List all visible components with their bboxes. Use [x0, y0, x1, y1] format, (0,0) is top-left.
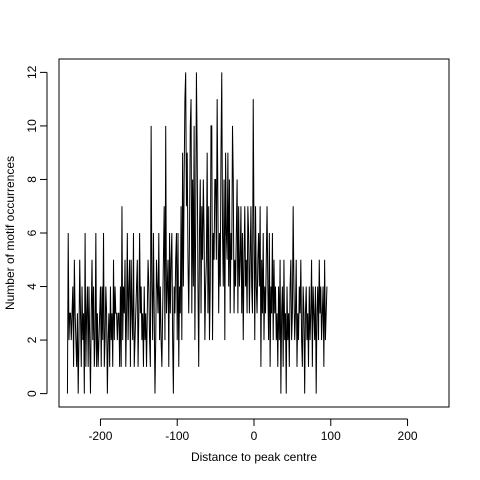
series-line-0 — [66, 72, 328, 394]
y-tick-label: 10 — [25, 119, 39, 133]
x-tick-label: 0 — [251, 429, 258, 443]
y-tick-label: 8 — [25, 176, 39, 183]
y-tick-label: 2 — [25, 336, 39, 343]
y-tick-label: 0 — [25, 390, 39, 397]
y-axis: 0 2 4 6 8 10 12 — [25, 65, 48, 397]
x-tick-label: -200 — [88, 429, 112, 443]
y-tick-label: 6 — [25, 229, 39, 236]
y-axis-title: Number of motif occurrences — [3, 156, 17, 310]
y-tick-label: 12 — [25, 65, 39, 79]
x-axis-title: Distance to peak centre — [191, 450, 317, 464]
y-tick-label: 4 — [25, 283, 39, 290]
x-tick-label: 200 — [398, 429, 418, 443]
x-tick-label: -100 — [165, 429, 189, 443]
series-layer — [66, 72, 328, 394]
x-tick-label: 100 — [321, 429, 341, 443]
x-axis: -200 -100 0 100 200 — [88, 418, 418, 443]
plot-frame — [58, 58, 450, 408]
